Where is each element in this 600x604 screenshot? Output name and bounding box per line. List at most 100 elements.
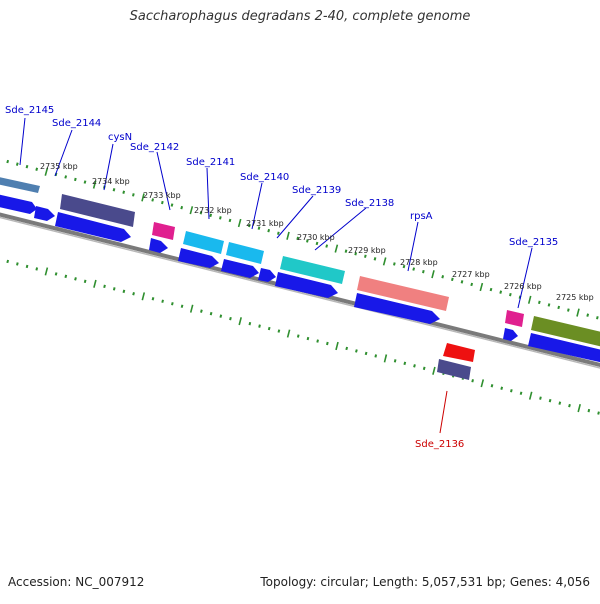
scale-tick-upper	[460, 280, 464, 284]
scale-tick-upper	[412, 267, 416, 271]
scale-tick-upper	[122, 190, 126, 194]
callout-cysn	[103, 143, 114, 191]
callout-sde-2145	[19, 117, 26, 166]
scale-tick-lower	[103, 284, 106, 289]
scale-tick-upper	[267, 228, 271, 233]
forward-gene-1[interactable]	[0, 193, 37, 214]
kbp-label: 2729 kbp	[348, 246, 386, 255]
scale-tick-upper	[64, 175, 68, 179]
feature-steelblue[interactable]	[0, 176, 40, 193]
callout-sde-2141	[206, 167, 210, 220]
scale-tick-lower	[16, 262, 19, 266]
scale-tick-lower	[383, 354, 388, 363]
feature-teal-2139[interactable]	[280, 256, 345, 284]
feature-slateblue-cysn[interactable]	[60, 194, 135, 227]
scale-tick-upper	[586, 313, 590, 317]
forward-gene-7[interactable]	[258, 268, 276, 282]
gene-label-sde-2139[interactable]: Sde_2139	[292, 185, 341, 196]
gene-label-sde-2145[interactable]: Sde_2145	[5, 105, 54, 116]
scale-tick-lower	[432, 366, 436, 375]
scale-tick-lower	[296, 334, 300, 338]
callout-sde-2139	[276, 195, 314, 239]
forward-gene-8[interactable]	[275, 272, 338, 298]
scale-tick-lower	[141, 292, 146, 301]
scale-tick-lower	[258, 324, 261, 328]
scale-tick-lower	[238, 317, 242, 326]
tick-track-lower	[6, 259, 600, 415]
gene-label-sde-2136[interactable]: Sde_2136	[415, 439, 464, 450]
gene-label-sde-2135[interactable]: Sde_2135	[509, 237, 558, 248]
feature-salmon-rpsa[interactable]	[357, 276, 449, 311]
gene-label-sde-2140[interactable]: Sde_2140	[240, 172, 289, 183]
scale-tick-upper	[441, 275, 445, 279]
scale-tick-lower	[539, 396, 542, 400]
scale-tick-lower	[374, 354, 378, 358]
scale-tick-upper	[141, 193, 145, 202]
feature-olive[interactable]	[531, 316, 600, 347]
scale-tick-lower	[112, 287, 116, 291]
scale-tick-upper	[92, 180, 97, 189]
gene-label-sde-2144[interactable]: Sde_2144	[52, 118, 101, 129]
gene-label-sde-2142[interactable]: Sde_2142	[130, 142, 179, 153]
gene-label-rpsa[interactable]: rpsA	[410, 211, 433, 222]
feature-cyan-2140[interactable]	[226, 242, 264, 264]
scale-tick-lower	[490, 384, 494, 388]
scale-tick-lower	[35, 267, 39, 271]
gene-label-cysn[interactable]: cysN	[108, 132, 132, 143]
gene-label-sde-2141[interactable]: Sde_2141	[186, 157, 235, 168]
forward-gene-2[interactable]	[34, 206, 55, 221]
forward-gene-9[interactable]	[354, 293, 440, 324]
scale-tick-upper	[373, 257, 377, 261]
forward-gene-3[interactable]	[55, 212, 131, 242]
scale-tick-upper	[567, 308, 570, 312]
scale-tick-lower	[219, 314, 223, 318]
scale-tick-lower	[171, 302, 174, 306]
scale-tick-upper	[479, 282, 484, 292]
scale-tick-upper	[189, 206, 194, 215]
feature-red-2136[interactable]	[443, 343, 475, 362]
scale-tick-lower	[393, 359, 397, 363]
callout-sde-2142	[156, 151, 171, 211]
map-title: Saccharophagus degradans 2-40, complete …	[129, 9, 471, 24]
scale-tick-lower	[6, 259, 10, 264]
scale-tick-lower	[355, 349, 358, 353]
forward-gene-5[interactable]	[178, 248, 219, 268]
genome-backbone-shadow	[0, 216, 600, 369]
callout-sde-2144	[54, 129, 73, 177]
scale-tick-upper	[25, 164, 29, 169]
forward-gene-6[interactable]	[221, 259, 259, 278]
scale-tick-lower	[568, 403, 571, 408]
scale-tick-upper	[35, 167, 39, 171]
scale-tick-lower	[267, 326, 271, 331]
label-callouts	[19, 117, 533, 309]
scale-tick-lower	[277, 329, 281, 333]
scale-tick-lower	[558, 401, 562, 405]
scale-tick-lower	[209, 311, 213, 316]
scale-tick-upper	[596, 316, 599, 320]
callout-sde-2138	[314, 207, 367, 251]
feature-cyan-2141[interactable]	[183, 231, 224, 254]
scale-tick-upper	[547, 303, 551, 307]
scale-tick-lower	[500, 386, 504, 390]
scale-tick-upper	[527, 295, 532, 304]
feature-slateblue-2136[interactable]	[437, 359, 471, 380]
scale-tick-upper	[489, 287, 493, 292]
scale-tick-lower	[519, 391, 523, 395]
callout-sde-2140	[251, 182, 263, 230]
scale-tick-lower	[93, 279, 97, 288]
forward-gene-11[interactable]	[528, 333, 600, 363]
scale-tick-upper	[228, 218, 232, 223]
scale-tick-upper	[44, 167, 49, 176]
forward-gene-10[interactable]	[503, 328, 518, 341]
scale-tick-upper	[199, 211, 203, 215]
feature-magenta-2135[interactable]	[505, 310, 524, 327]
callout-rpsa	[407, 221, 419, 272]
gene-label-sde-2138[interactable]: Sde_2138	[345, 198, 394, 209]
kbp-label: 2725 kbp	[556, 293, 594, 302]
genome-summary-text: Topology: circular; Length: 5,057,531 bp…	[260, 575, 590, 589]
scale-tick-lower	[335, 341, 339, 351]
feature-magenta-2142[interactable]	[152, 222, 175, 240]
scale-tick-upper	[151, 198, 155, 202]
forward-gene-4[interactable]	[149, 238, 168, 253]
